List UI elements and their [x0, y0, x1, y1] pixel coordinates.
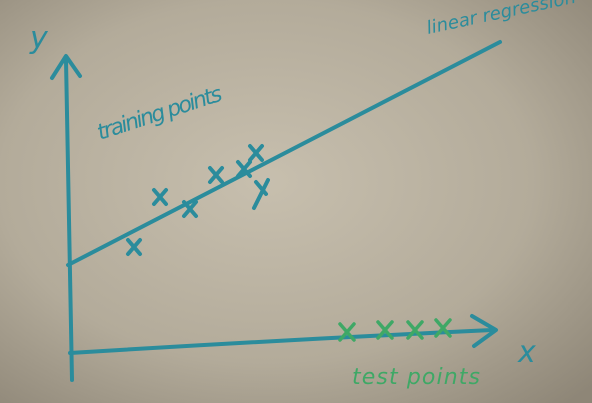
test-label: test points	[352, 365, 480, 390]
x-axis-label: x	[517, 335, 536, 370]
x-axis	[68, 314, 498, 355]
regression-line	[66, 40, 502, 267]
training-points	[126, 144, 270, 256]
test-points	[338, 318, 452, 342]
y-axis	[50, 54, 82, 382]
y-axis-label: y	[29, 21, 49, 56]
